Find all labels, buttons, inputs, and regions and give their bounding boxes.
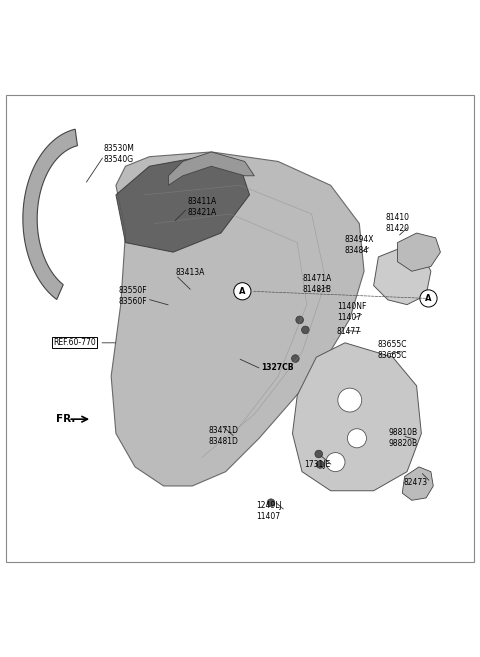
Text: A: A	[239, 286, 246, 296]
Circle shape	[296, 316, 303, 324]
Text: 82473: 82473	[403, 478, 427, 487]
Circle shape	[326, 453, 345, 472]
Text: 1327CB: 1327CB	[262, 363, 294, 372]
Polygon shape	[402, 467, 433, 500]
Polygon shape	[111, 152, 364, 486]
Text: 83655C
83665C: 83655C 83665C	[377, 340, 407, 360]
Polygon shape	[292, 343, 421, 491]
Circle shape	[338, 388, 362, 412]
Text: 1731JE: 1731JE	[304, 460, 331, 469]
Polygon shape	[168, 152, 254, 185]
Text: 83411A
83421A: 83411A 83421A	[188, 196, 217, 217]
Circle shape	[267, 499, 275, 507]
Circle shape	[315, 450, 323, 458]
Polygon shape	[373, 248, 431, 305]
Text: A: A	[425, 294, 432, 303]
Text: 81410
81420: 81410 81420	[385, 212, 409, 233]
Text: FR.: FR.	[56, 414, 76, 424]
Text: 98810B
98820B: 98810B 98820B	[389, 428, 418, 448]
Text: 83530M
83540G: 83530M 83540G	[104, 145, 135, 164]
Text: 1249LJ
11407: 1249LJ 11407	[257, 501, 282, 521]
Text: 83550F
83560F: 83550F 83560F	[118, 286, 147, 306]
Text: 1140NF
11407: 1140NF 11407	[337, 302, 366, 322]
Polygon shape	[116, 157, 250, 252]
Circle shape	[234, 283, 251, 300]
Text: 83471D
83481D: 83471D 83481D	[209, 426, 239, 446]
Circle shape	[291, 355, 299, 363]
Text: REF.60-770: REF.60-770	[53, 338, 96, 348]
Text: 81471A
81481B: 81471A 81481B	[303, 274, 332, 294]
Circle shape	[301, 326, 309, 334]
Text: 83494X
83484: 83494X 83484	[344, 235, 373, 255]
Circle shape	[420, 290, 437, 307]
Text: 83413A: 83413A	[176, 267, 205, 277]
Text: 81477: 81477	[337, 327, 361, 336]
Circle shape	[316, 461, 324, 468]
Polygon shape	[23, 129, 77, 300]
Polygon shape	[397, 233, 441, 271]
Circle shape	[348, 429, 366, 448]
